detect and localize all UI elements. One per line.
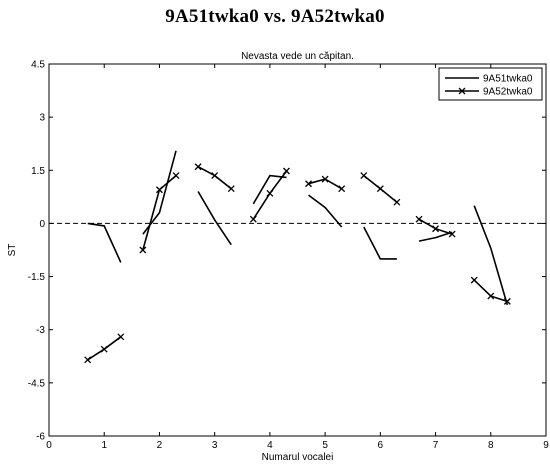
series-9A51twka0 [87, 150, 509, 306]
data-point-9A52twka0 [100, 345, 108, 353]
x-tick-label: 1 [101, 440, 107, 451]
data-point-9A52twka0 [393, 198, 401, 206]
data-point-9A52twka0 [139, 246, 147, 254]
legend-label-9A52twka0: 9A52twka0 [483, 87, 533, 98]
data-point-9A52twka0 [415, 215, 423, 223]
x-tick-label: 5 [322, 440, 328, 451]
tick-labels: 0 1 2 3 4 5 6 7 8 9 -6 -4.5 -3 -1.5 0 1.5 3 4.5 [28, 60, 549, 452]
legend-box [438, 67, 543, 101]
x-tick-label: 0 [46, 440, 52, 451]
data-point-9A52twka0 [487, 292, 495, 300]
data-point-9A52twka0 [84, 356, 92, 364]
series-line-9A51twka0 [473, 205, 509, 306]
y-tick-label: 1.5 [31, 166, 45, 177]
y-tick-label: 0 [39, 219, 45, 230]
data-point-9A52twka0 [432, 225, 440, 233]
x-axis-label: Numarul vocalei [262, 452, 334, 463]
data-point-9A52twka0 [266, 189, 274, 197]
axes [48, 63, 547, 437]
series-9A52twka0 [84, 163, 511, 364]
data-point-9A52twka0 [249, 215, 257, 223]
series-line-9A51twka0 [87, 222, 122, 263]
y-axis-label: ST [7, 244, 18, 257]
data-point-9A52twka0 [503, 297, 511, 305]
data-point-9A52twka0 [117, 333, 125, 341]
series-line-9A51twka0 [252, 174, 287, 205]
data-point-9A52twka0 [321, 175, 329, 183]
series-line-9A52twka0 [473, 279, 508, 303]
x-tick-label: 6 [378, 440, 384, 451]
chart-title: Nevasta vede un căpitan. [241, 51, 354, 62]
series-line-9A52twka0 [418, 218, 453, 235]
data-point-9A52twka0 [282, 167, 290, 175]
data-point-9A52twka0 [376, 185, 384, 193]
x-tick-label: 2 [157, 440, 163, 451]
series-line-9A51twka0 [363, 226, 397, 260]
x-tick-label: 7 [433, 440, 439, 451]
figure-heading: 9A51twka0 vs. 9A52twka0 [165, 6, 385, 27]
data-point-9A52twka0 [470, 276, 478, 284]
series-line-9A52twka0 [197, 165, 232, 190]
x-tick-label: 4 [267, 440, 273, 451]
data-point-9A52twka0 [211, 172, 219, 180]
data-point-9A52twka0 [155, 186, 163, 194]
x-tick-label: 9 [543, 440, 549, 451]
series-line-9A51twka0 [308, 194, 343, 228]
series-line-9A51twka0 [197, 191, 232, 246]
series-layer [84, 150, 511, 364]
y-tick-label: -3 [36, 325, 45, 336]
y-tick-label: -6 [36, 432, 45, 443]
data-point-9A52twka0 [194, 163, 202, 171]
x-tick-label: 8 [488, 440, 494, 451]
data-point-9A52twka0 [338, 185, 346, 193]
y-tick-label: -4.5 [28, 378, 46, 389]
legend-label-9A51twka0: 9A51twka0 [483, 74, 533, 85]
data-point-9A52twka0 [448, 230, 456, 238]
x-tick-label: 3 [212, 440, 218, 451]
data-point-9A52twka0 [305, 180, 313, 188]
series-line-9A51twka0 [418, 231, 453, 242]
series-line-9A52twka0 [308, 178, 343, 190]
data-point-9A52twka0 [172, 172, 180, 180]
data-point-9A52twka0 [227, 185, 235, 193]
data-point-9A52twka0 [360, 172, 368, 180]
y-tick-label: 3 [39, 113, 45, 124]
plot-frame [48, 63, 547, 437]
legend: 9A51twka0 9A52twka0 [438, 67, 543, 101]
legend-marker-9A52twka0 [458, 87, 466, 95]
y-tick-label: -1.5 [28, 272, 46, 283]
y-tick-label: 4.5 [31, 60, 45, 71]
